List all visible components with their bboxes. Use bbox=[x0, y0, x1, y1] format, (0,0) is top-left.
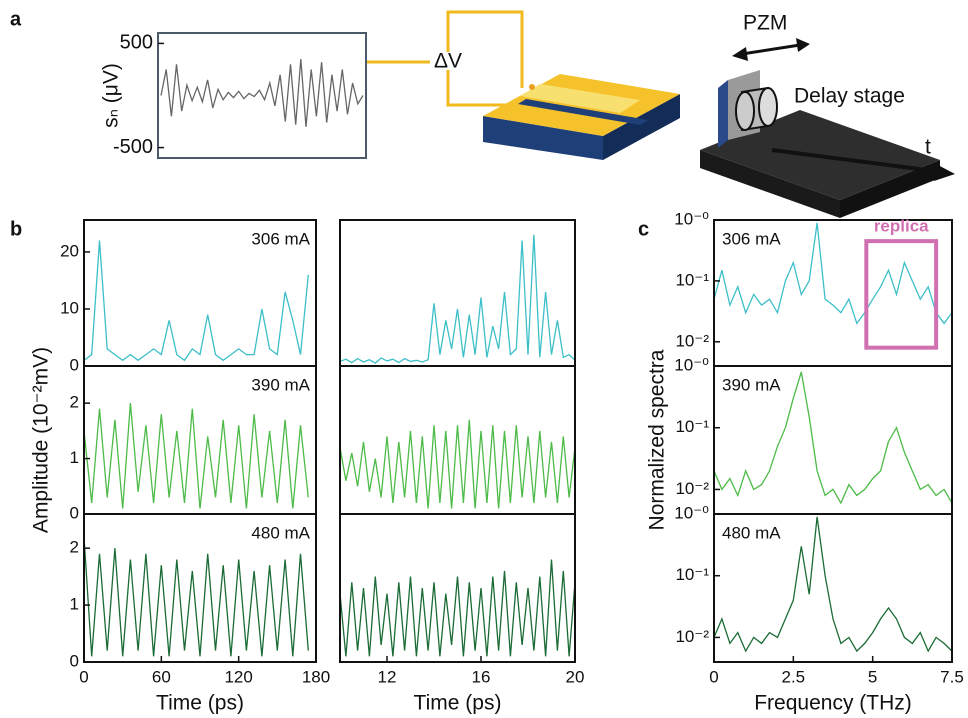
x-tick-label: 120 bbox=[224, 667, 252, 686]
y-tick-label: 2 bbox=[70, 393, 79, 412]
y-tick-label: 10⁻² bbox=[675, 479, 709, 498]
voltage-label: ΔV bbox=[434, 50, 462, 73]
trace bbox=[160, 58, 364, 127]
trace bbox=[84, 536, 309, 657]
current-label: 306 mA bbox=[251, 229, 310, 248]
y-tick-label: 10⁻² bbox=[675, 331, 709, 350]
trace bbox=[340, 559, 575, 657]
mirror-label: PZM bbox=[743, 12, 787, 35]
plot-frame bbox=[713, 513, 953, 663]
x-tick-label: 0 bbox=[79, 667, 88, 686]
y-tick-label: 10⁻² bbox=[675, 627, 709, 646]
y-tick-label: 0 bbox=[70, 503, 79, 522]
current-label: 480 mA bbox=[251, 523, 310, 542]
replica-label: replica bbox=[874, 217, 929, 236]
y-tick-label: 10 bbox=[60, 298, 79, 317]
y-tick-label: 1 bbox=[70, 448, 79, 467]
trace bbox=[340, 234, 575, 364]
y-tick-label: 10⁻⁰ bbox=[674, 209, 709, 228]
replica-box bbox=[864, 239, 939, 350]
current-label: 306 mA bbox=[722, 229, 781, 248]
x-tick-label: 2.5 bbox=[782, 667, 806, 686]
trace bbox=[84, 403, 309, 509]
plot-frame bbox=[339, 365, 576, 515]
x-tick-label: 60 bbox=[152, 667, 171, 686]
delay-label: t bbox=[925, 136, 931, 159]
y-tick-label: 10⁻¹ bbox=[675, 565, 709, 584]
trace bbox=[340, 419, 575, 509]
y-tick-label: 2 bbox=[70, 538, 79, 557]
current-label: 480 mA bbox=[722, 523, 781, 542]
trace bbox=[84, 240, 309, 362]
x-tick-label: 5 bbox=[868, 667, 877, 686]
x-axis-label: Time (ps) bbox=[156, 692, 244, 715]
plot-frame bbox=[157, 32, 367, 159]
y-tick-label: 10⁻¹ bbox=[675, 417, 709, 436]
x-tick-label: 180 bbox=[302, 667, 330, 686]
panel-label: b bbox=[10, 218, 22, 240]
x-tick-label: 12 bbox=[378, 667, 397, 686]
current-label: 390 mA bbox=[722, 375, 781, 394]
trace bbox=[714, 371, 952, 505]
y-tick-label: 0 bbox=[70, 651, 79, 670]
x-axis-label: Time (ps) bbox=[414, 692, 502, 715]
y-tick-label: -500 bbox=[113, 136, 153, 158]
y-axis-label: Amplitude (10⁻²mV) bbox=[30, 347, 53, 533]
y-axis-label: sₙ (μV) bbox=[100, 63, 123, 128]
y-tick-label: 1 bbox=[70, 595, 79, 614]
trace bbox=[714, 516, 952, 653]
stage-diagram bbox=[700, 38, 955, 218]
y-axis-label: Normalized spectra bbox=[646, 349, 669, 530]
x-tick-label: 16 bbox=[472, 667, 491, 686]
plot-frame bbox=[339, 513, 576, 663]
y-tick-label: 20 bbox=[60, 241, 79, 260]
y-tick-label: 10⁻¹ bbox=[675, 270, 709, 289]
y-tick-label: 10⁻⁰ bbox=[674, 355, 709, 374]
stage-label: Delay stage bbox=[794, 85, 905, 108]
x-tick-label: 20 bbox=[566, 667, 585, 686]
y-tick-label: 0 bbox=[70, 355, 79, 374]
current-label: 390 mA bbox=[251, 375, 310, 394]
x-tick-label: 7.5 bbox=[940, 667, 964, 686]
y-tick-label: 10⁻⁰ bbox=[674, 503, 709, 522]
panel-label: c bbox=[638, 218, 649, 240]
plot-frame bbox=[83, 513, 317, 663]
x-tick-label: 0 bbox=[709, 667, 718, 686]
panel-label: a bbox=[10, 8, 22, 30]
trace bbox=[714, 222, 952, 325]
x-axis-label: Frequency (THz) bbox=[754, 692, 912, 715]
y-tick-label: 500 bbox=[120, 32, 153, 54]
device-diagram bbox=[366, 10, 680, 160]
